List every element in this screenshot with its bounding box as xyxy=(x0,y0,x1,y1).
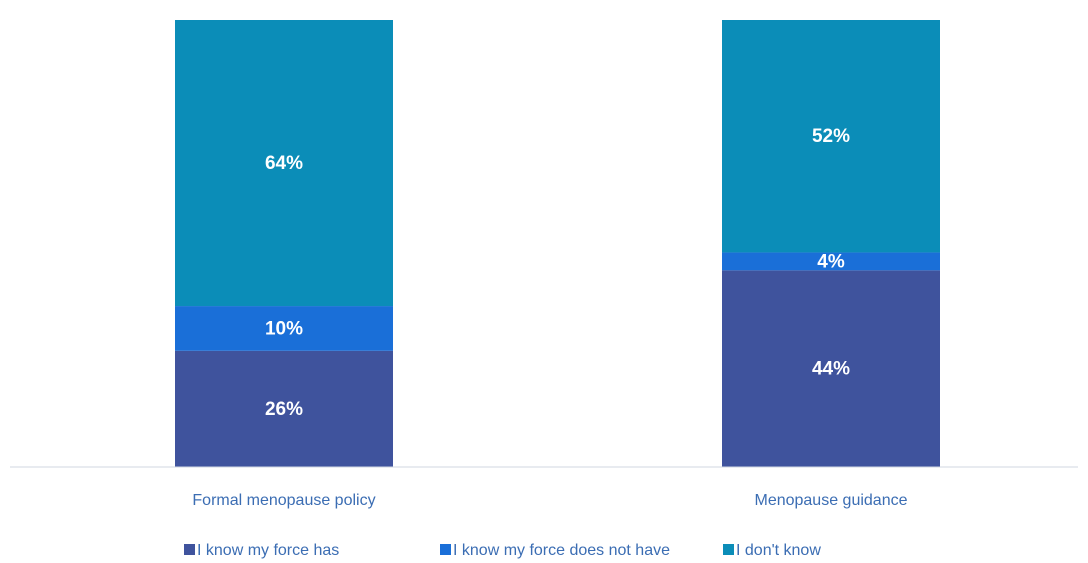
bar-segment xyxy=(175,20,393,307)
legend-swatch xyxy=(723,544,734,555)
value-label: 4% xyxy=(817,251,845,272)
value-label: 44% xyxy=(812,359,850,380)
legend-label: I know my force does not have xyxy=(453,542,670,559)
bar-segment xyxy=(722,252,940,271)
x-tick-label: Formal menopause policy xyxy=(192,492,375,509)
legend-swatch xyxy=(184,544,195,555)
bar-segment xyxy=(722,20,940,253)
legend-label: I know my force has xyxy=(197,542,339,559)
value-label: 26% xyxy=(265,399,303,420)
value-label: 64% xyxy=(265,153,303,174)
bar-segment xyxy=(175,350,393,467)
x-tick-label: Menopause guidance xyxy=(754,492,907,509)
legend-label: I don't know xyxy=(736,542,821,559)
bar-segment xyxy=(722,270,940,467)
legend-swatch xyxy=(440,544,451,555)
value-label: 10% xyxy=(265,318,303,339)
value-label: 52% xyxy=(812,126,850,147)
bar-segment xyxy=(175,306,393,351)
